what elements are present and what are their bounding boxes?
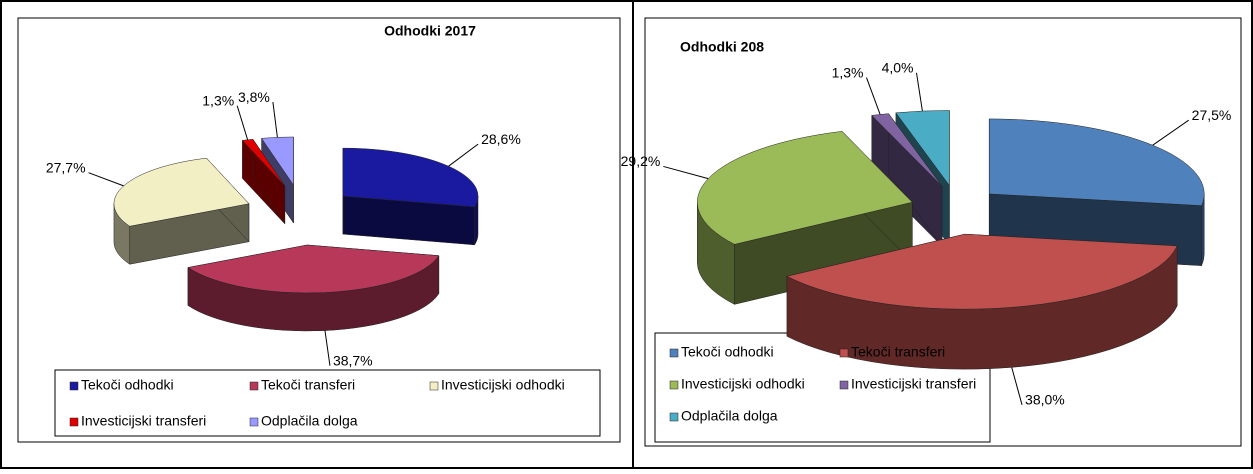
- plots: 3,8%1,3%28,6%27,7%38,7%Tekoči odhodki Tek…: [46, 60, 1232, 429]
- legend-swatch: [429, 381, 439, 391]
- legend-label: Tekoči transferi: [261, 377, 355, 393]
- legend-swatch: [69, 381, 79, 391]
- legend-label: Odplačila dolga: [261, 413, 358, 429]
- slice: [261, 136, 294, 186]
- slice: [895, 110, 950, 187]
- legend-label: Tekoči odhodki: [681, 344, 774, 360]
- slice: [988, 118, 1205, 206]
- data-label: 1,3%: [202, 92, 234, 108]
- legend-label: Investicijski transferi: [851, 376, 976, 392]
- slice: [786, 233, 1178, 310]
- data-label: 27,5%: [1192, 107, 1232, 123]
- legend-swatch: [69, 417, 79, 427]
- data-label: 28,6%: [481, 131, 521, 147]
- legend-swatch: [669, 380, 679, 390]
- legend-label: Investicijski odhodki: [681, 376, 805, 392]
- legend-label: Odplačila dolga: [681, 408, 778, 424]
- data-label: 4,0%: [882, 60, 914, 76]
- data-label: 29,2%: [621, 153, 661, 169]
- data-label: 38,0%: [1025, 392, 1065, 408]
- leader-line: [272, 102, 278, 138]
- slice: [113, 157, 250, 227]
- legend-swatch: [669, 348, 679, 358]
- slice: [697, 131, 913, 245]
- chart-title: Odhodki 208: [680, 39, 764, 55]
- leader-line: [324, 330, 331, 366]
- leader-line: [1011, 367, 1023, 406]
- leader-line: [1152, 119, 1189, 146]
- leader-line: [663, 165, 709, 180]
- data-label: 27,7%: [46, 159, 86, 175]
- legend-swatch: [839, 380, 849, 390]
- leader-line: [236, 105, 249, 140]
- legend-swatch: [249, 381, 259, 391]
- legend-swatch: [669, 412, 679, 422]
- data-label: 3,8%: [238, 89, 270, 105]
- leader-line: [88, 172, 124, 187]
- legend-label: Tekoči transferi: [851, 344, 945, 360]
- leader-line: [915, 72, 923, 112]
- legend-swatch: [839, 348, 849, 358]
- data-label: 1,3%: [832, 64, 864, 80]
- legend-box: [54, 369, 601, 437]
- data-label: 38,7%: [333, 352, 373, 368]
- leader-line: [448, 143, 479, 167]
- legend-label: Investicijski odhodki: [441, 377, 565, 393]
- legend-label: Tekoči odhodki: [81, 377, 174, 393]
- chart-title: Odhodki 2017: [384, 23, 476, 39]
- legend-label: Investicijski transferi: [81, 413, 206, 429]
- leader-line: [866, 77, 881, 115]
- slice: [187, 244, 440, 294]
- legend-swatch: [249, 417, 259, 427]
